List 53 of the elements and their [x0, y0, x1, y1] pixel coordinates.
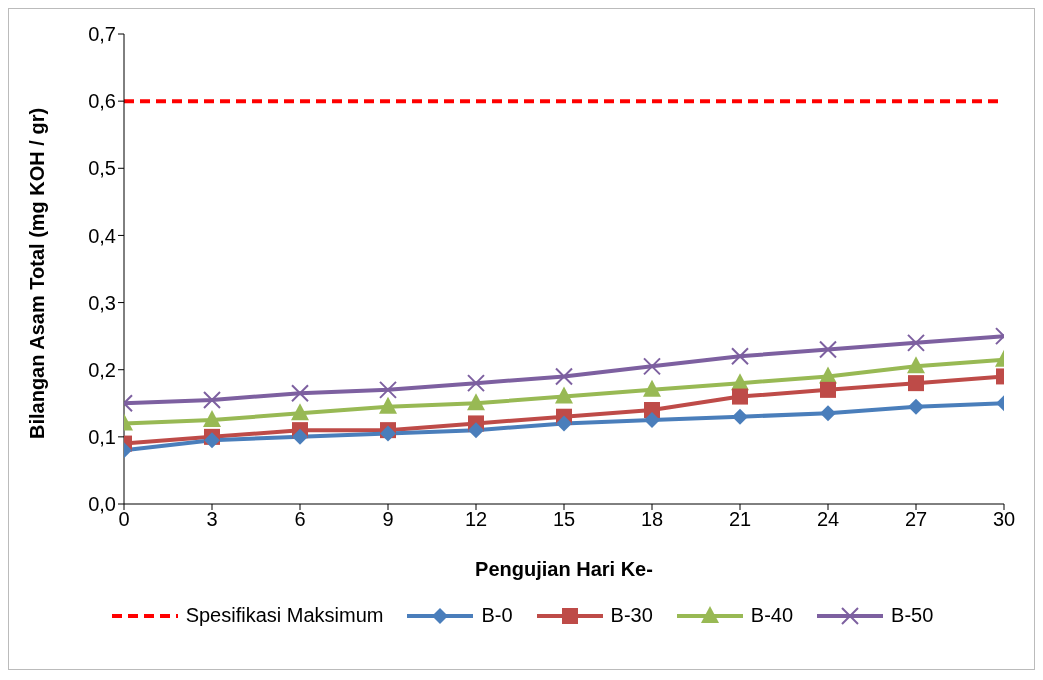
- x-tick-label: 3: [206, 508, 218, 531]
- point: [731, 347, 749, 366]
- point: [555, 386, 573, 404]
- y-tick-label: 0,1: [88, 425, 116, 448]
- legend-label: Spesifikasi Maksimum: [185, 604, 384, 627]
- y-tick-label: 0,0: [88, 493, 116, 516]
- x-tick-label: 24: [816, 508, 840, 531]
- point: [291, 403, 309, 421]
- x-tick-label: 9: [382, 508, 394, 531]
- point: [819, 340, 837, 359]
- x-tick-label: 30: [992, 508, 1016, 531]
- point: [643, 357, 661, 376]
- point: [203, 390, 221, 409]
- point: [467, 393, 485, 411]
- point: [732, 388, 748, 405]
- point: [292, 428, 308, 445]
- point: [555, 367, 573, 386]
- point: [379, 380, 397, 399]
- legend-label: B-0: [481, 604, 513, 627]
- y-tick-label: 0,6: [88, 90, 116, 113]
- point: [732, 408, 748, 425]
- x-tick-label: 21: [728, 508, 752, 531]
- y-tick-label: 0,4: [88, 224, 116, 247]
- point: [820, 405, 836, 422]
- x-tick-label: 0: [118, 508, 130, 531]
- y-tick-label: 0,3: [88, 291, 116, 314]
- point: [556, 415, 572, 432]
- point: [467, 374, 485, 393]
- x-tick-label: 27: [904, 508, 928, 531]
- y-tick-label: 0,2: [88, 358, 116, 381]
- x-tick-label: 6: [294, 508, 306, 531]
- point: [908, 375, 924, 392]
- point: [907, 356, 925, 374]
- point: [204, 432, 220, 449]
- legend-label: B-40: [750, 604, 794, 627]
- x-tick-label: 18: [640, 508, 664, 531]
- x-axis-title: Pengujian Hari Ke-: [475, 558, 653, 580]
- point: [643, 379, 661, 397]
- y-axis-title: Bilangan Asam Total (mg KOH / gr): [26, 107, 49, 439]
- y-tick-label: 0,7: [88, 23, 116, 46]
- x-tick-label: 15: [552, 508, 576, 531]
- point: [379, 396, 397, 414]
- point: [907, 333, 925, 352]
- point: [644, 412, 660, 429]
- point: [291, 384, 309, 403]
- point: [468, 422, 484, 439]
- point: [820, 381, 836, 398]
- y-tick-label: 0,5: [88, 157, 116, 180]
- point: [203, 410, 221, 428]
- legend-label: B-50: [891, 604, 934, 627]
- point: [908, 398, 924, 415]
- legend-label: B-30: [610, 604, 653, 627]
- x-tick-label: 12: [464, 508, 488, 531]
